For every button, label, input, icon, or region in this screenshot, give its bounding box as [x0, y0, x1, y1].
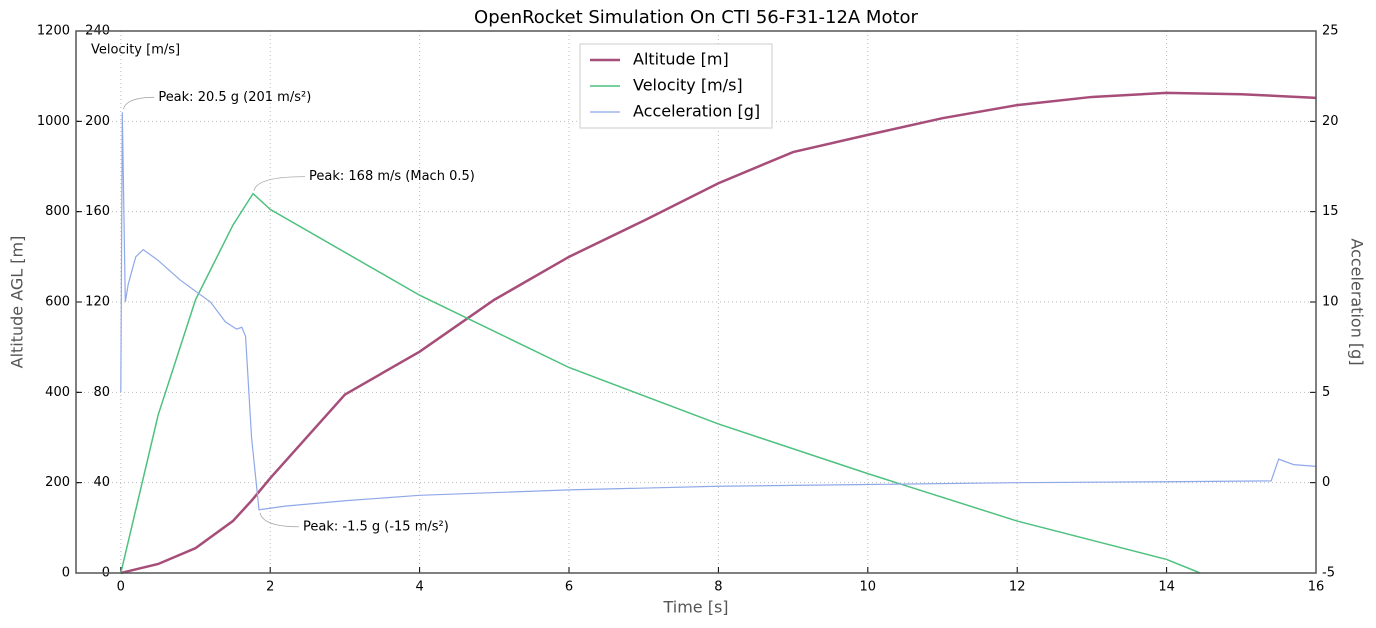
annotation: Peak: -1.5 g (-15 m/s²) — [303, 519, 449, 534]
series-line — [120, 91, 1317, 575]
y-tick-label: 200 — [45, 475, 70, 490]
y-tick-label: 800 — [45, 204, 70, 219]
y-tick-label: 600 — [45, 295, 70, 310]
y-tick-label: 1200 — [37, 24, 70, 39]
y2-tick-label: 0 — [1322, 475, 1330, 490]
y-axis-label: Altitude AGL [m] — [8, 236, 27, 369]
annotation: Peak: 20.5 g (201 m/s²) — [158, 90, 311, 105]
x-tick-label: 8 — [714, 580, 722, 595]
annotation-arrow — [253, 176, 306, 191]
y3-tick-label: 40 — [93, 475, 110, 490]
y3-tick-label: 120 — [85, 295, 110, 310]
series-line — [120, 192, 1201, 574]
y3-axis-label: Velocity [m/s] — [91, 43, 180, 58]
y-tick-label: 0 — [62, 566, 70, 581]
x-tick-label: 16 — [1308, 580, 1325, 595]
legend-label: Velocity [m/s] — [633, 76, 743, 95]
y3-tick-label: 80 — [93, 385, 110, 400]
x-tick-label: 10 — [860, 580, 877, 595]
y2-axis-label: Acceleration [g] — [1348, 238, 1367, 365]
chart-title: OpenRocket Simulation On CTI 56-F31-12A … — [474, 7, 919, 28]
x-tick-label: 2 — [266, 580, 274, 595]
y2-tick-label: 5 — [1322, 385, 1330, 400]
x-tick-label: 4 — [415, 580, 423, 595]
annotation: Peak: 168 m/s (Mach 0.5) — [309, 169, 475, 184]
annotation-arrow — [122, 96, 155, 110]
x-tick-label: 14 — [1158, 580, 1175, 595]
x-tick-label: 0 — [117, 580, 125, 595]
y-tick-label: 400 — [45, 385, 70, 400]
legend-label: Acceleration [g] — [633, 102, 760, 121]
y2-tick-label: 25 — [1322, 24, 1339, 39]
y3-tick-label: 160 — [85, 204, 110, 219]
x-tick-label: 12 — [1009, 580, 1026, 595]
y2-tick-label: 10 — [1322, 295, 1339, 310]
y3-tick-label: 200 — [85, 114, 110, 129]
plot-frame — [75, 30, 1317, 574]
y-tick-label: 1000 — [37, 114, 70, 129]
y2-tick-label: 20 — [1322, 114, 1339, 129]
x-tick-label: 6 — [565, 580, 573, 595]
legend-label: Altitude [m] — [633, 50, 729, 69]
y2-tick-label: -5 — [1322, 566, 1335, 581]
x-axis-label: Time [s] — [662, 598, 728, 617]
series-line — [120, 112, 1317, 511]
y2-tick-label: 15 — [1322, 204, 1339, 219]
annotation-arrow — [259, 512, 300, 528]
